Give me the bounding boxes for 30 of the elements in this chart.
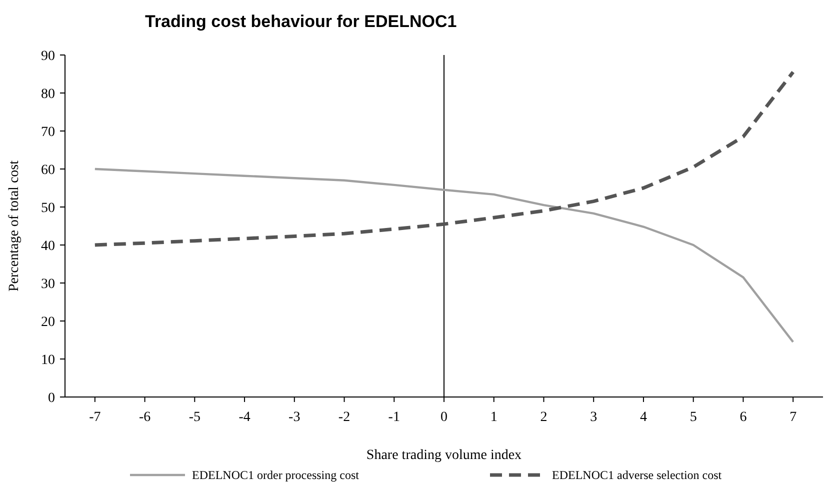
y-tick-label: 70	[41, 125, 55, 140]
y-tick-label: 60	[41, 163, 55, 178]
legend-label: EDELNOC1 adverse selection cost	[552, 468, 722, 482]
y-tick-label: 90	[41, 49, 55, 64]
x-axis-title: Share trading volume index	[366, 448, 522, 463]
y-tick-label: 30	[41, 277, 55, 292]
x-tick-label: -4	[238, 410, 250, 425]
y-tick-label: 0	[48, 391, 55, 406]
x-tick-label: -2	[338, 410, 350, 425]
legend-label: EDELNOC1 order processing cost	[192, 468, 360, 482]
x-tick-label: 7	[790, 410, 797, 425]
x-tick-label: -6	[138, 410, 151, 425]
x-tick-label: 5	[690, 410, 697, 425]
x-tick-label: -7	[89, 410, 101, 425]
y-tick-label: 80	[41, 87, 55, 102]
x-tick-label: 6	[740, 410, 747, 425]
x-tick-label: -3	[288, 410, 300, 425]
y-tick-label: 50	[41, 201, 55, 216]
x-tick-label: 1	[490, 410, 498, 425]
x-tick-label: -1	[388, 410, 400, 425]
x-tick-label: 3	[590, 410, 598, 425]
y-tick-label: 10	[41, 353, 55, 368]
y-axis-title: Percentage of total cost	[7, 160, 22, 292]
chart-title: Trading cost behaviour for EDELNOC1	[145, 12, 457, 31]
x-tick-label: -5	[188, 410, 200, 425]
y-tick-label: 40	[41, 239, 55, 254]
x-tick-label: 2	[540, 410, 548, 425]
x-tick-label: 4	[640, 410, 647, 425]
y-tick-label: 20	[41, 315, 55, 330]
x-tick-label: 0	[440, 410, 448, 425]
